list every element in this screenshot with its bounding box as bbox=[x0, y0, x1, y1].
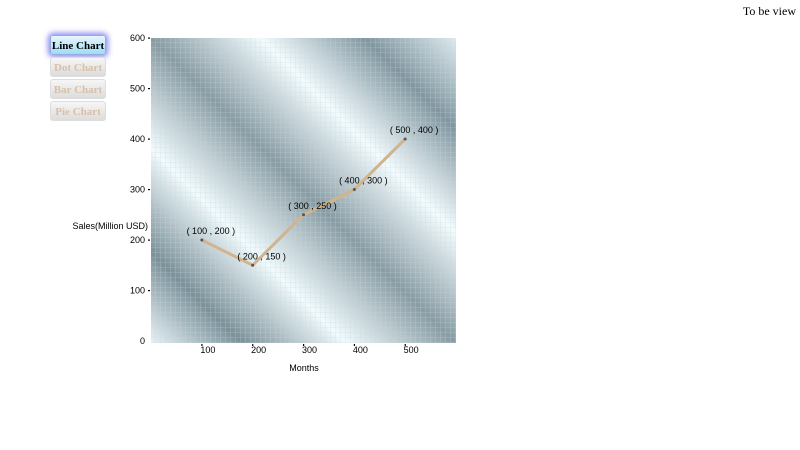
y-tick-mark bbox=[148, 88, 150, 90]
top-note: To be view bbox=[742, 4, 796, 18]
x-tick-label: 200 bbox=[251, 345, 266, 355]
y-tick-mark bbox=[148, 290, 150, 292]
x-tick-label: 100 bbox=[200, 345, 215, 355]
data-label: ( 100 , 200 ) bbox=[187, 226, 236, 236]
y-tick-label: 0 bbox=[140, 336, 145, 346]
line-chart-button[interactable]: Line Chart bbox=[50, 35, 106, 55]
x-tick-mark bbox=[303, 344, 305, 346]
y-tick-mark bbox=[148, 239, 150, 241]
data-point bbox=[352, 188, 356, 191]
y-tick-label: 100 bbox=[130, 286, 145, 296]
pie-chart-button[interactable]: Pie Chart bbox=[50, 101, 106, 121]
chart-type-buttons: Line Chart Dot Chart Bar Chart Pie Chart bbox=[50, 35, 106, 123]
plot-grid bbox=[151, 38, 456, 343]
bar-chart-button[interactable]: Bar Chart bbox=[50, 79, 106, 99]
data-label: ( 400 , 300 ) bbox=[339, 176, 388, 186]
x-tick-mark bbox=[201, 344, 203, 346]
y-tick-label: 500 bbox=[130, 84, 145, 94]
x-tick-label: 400 bbox=[353, 345, 368, 355]
dot-chart-button[interactable]: Dot Chart bbox=[50, 57, 106, 77]
y-tick-label: 200 bbox=[130, 235, 145, 245]
data-point bbox=[200, 238, 204, 242]
y-tick-mark bbox=[148, 138, 150, 140]
data-point bbox=[403, 137, 407, 141]
data-label: ( 500 , 400 ) bbox=[390, 125, 439, 135]
data-point bbox=[302, 213, 305, 217]
data-point bbox=[251, 263, 255, 267]
y-tick-mark bbox=[148, 37, 150, 39]
x-tick-label: 500 bbox=[404, 345, 419, 355]
data-label: ( 200 , 150 ) bbox=[237, 251, 286, 261]
x-tick-mark bbox=[353, 344, 356, 346]
y-tick-label: 300 bbox=[130, 185, 145, 195]
x-tick-label: 300 bbox=[302, 345, 317, 355]
data-label: ( 300 , 250 ) bbox=[288, 201, 337, 211]
x-tick-mark bbox=[252, 344, 254, 346]
y-tick-label: 400 bbox=[130, 134, 145, 144]
y-tick-label: 600 bbox=[130, 33, 145, 43]
y-axis-label: Sales(Million USD) bbox=[72, 221, 148, 231]
x-tick-mark bbox=[404, 344, 406, 346]
y-tick-mark bbox=[148, 189, 150, 191]
x-axis-label: Months bbox=[289, 363, 319, 373]
